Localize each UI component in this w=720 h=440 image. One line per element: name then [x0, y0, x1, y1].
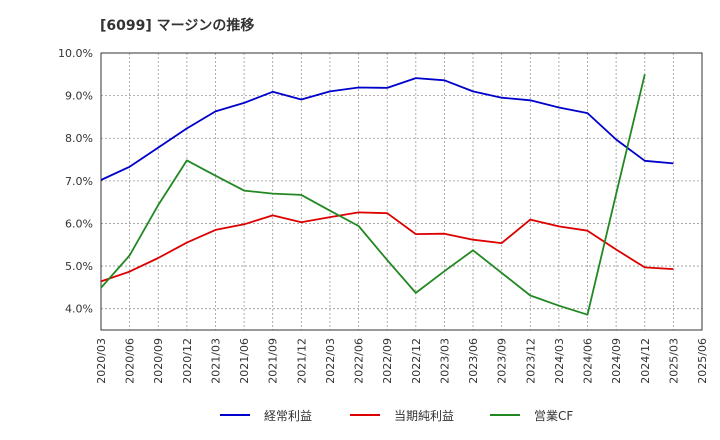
- series-line-2: [100, 74, 646, 316]
- y-tick-label: 8.0%: [65, 132, 93, 145]
- plot-frame: [100, 52, 703, 331]
- x-tick-label: 2022/12: [410, 338, 423, 384]
- x-tick-label: 2020/06: [124, 338, 137, 384]
- x-tick-label: 2021/09: [267, 338, 280, 384]
- legend-label-1: 当期純利益: [394, 409, 454, 423]
- x-axis: 2020/03 2020/06 2020/09 2020/12 2021/03 2021/…: [95, 338, 709, 384]
- x-tick-label: 2022/09: [381, 338, 394, 384]
- series-lines: [100, 74, 674, 316]
- x-tick-label: 2024/12: [639, 338, 652, 384]
- y-tick-label: 4.0%: [65, 303, 93, 316]
- series-line-1: [100, 211, 674, 283]
- x-tick-label: 2023/03: [438, 338, 451, 384]
- x-tick-label: 2025/03: [667, 338, 680, 384]
- x-tick-label: 2021/06: [238, 338, 251, 384]
- y-tick-label: 10.0%: [58, 47, 93, 60]
- series-line-0: [100, 77, 674, 181]
- x-tick-label: 2024/09: [610, 338, 623, 384]
- grid-lines: [100, 52, 703, 330]
- y-axis: 4.0% 5.0% 6.0% 7.0% 8.0% 9.0% 10.0%: [58, 47, 93, 316]
- x-tick-label: 2020/09: [152, 338, 165, 384]
- y-tick-label: 9.0%: [65, 90, 93, 103]
- x-tick-label: 2022/03: [324, 338, 337, 384]
- y-tick-label: 7.0%: [65, 175, 93, 188]
- x-tick-label: 2023/12: [524, 338, 537, 384]
- y-tick-label: 6.0%: [65, 217, 93, 230]
- x-tick-label: 2021/03: [209, 338, 222, 384]
- y-tick-label: 5.0%: [65, 260, 93, 273]
- x-tick-label: 2022/06: [353, 338, 366, 384]
- chart-title: [6099] マージンの推移: [100, 17, 254, 34]
- x-tick-label: 2024/03: [553, 338, 566, 384]
- x-tick-label: 2024/06: [582, 338, 595, 384]
- legend-label-2: 営業CF: [534, 409, 573, 423]
- x-tick-label: 2023/06: [467, 338, 480, 384]
- x-tick-label: 2020/03: [95, 338, 108, 384]
- x-tick-label: 2023/09: [496, 338, 509, 384]
- legend-label-0: 経常利益: [264, 409, 312, 423]
- x-tick-label: 2025/06: [696, 338, 709, 384]
- x-tick-label: 2020/12: [181, 338, 194, 384]
- legend: 経常利益 当期純利益 営業CF: [220, 409, 573, 423]
- x-tick-label: 2021/12: [295, 338, 308, 384]
